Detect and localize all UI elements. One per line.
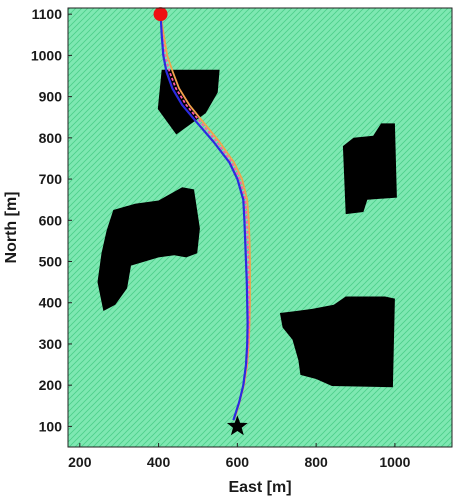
goal-marker (226, 415, 248, 436)
obstacle-4 (279, 296, 395, 388)
start-marker (153, 7, 168, 22)
x-tick-label: 800 (304, 454, 328, 470)
y-tick-label: 100 (39, 418, 63, 434)
markers-layer (153, 7, 248, 436)
y-tick-label: 600 (39, 212, 63, 228)
y-tick-label: 1000 (31, 47, 62, 63)
obstacle-1 (157, 69, 220, 135)
x-axis-ticks: 200 400 600 800 1000 (68, 443, 411, 470)
path-line-1 (159, 14, 249, 421)
x-tick-label: 1000 (379, 454, 410, 470)
x-tick-label: 200 (68, 454, 92, 470)
y-tick-label: 1100 (32, 6, 63, 22)
obstacles-layer (97, 69, 397, 388)
y-tick-label: 800 (39, 130, 63, 146)
y-tick-label: 200 (39, 377, 63, 393)
y-tick-label: 400 (39, 295, 63, 311)
y-axis-label: North [m] (3, 192, 20, 264)
x-axis-label: East [m] (228, 479, 291, 496)
y-axis-ticks: 100 200 300 400 500 600 700 800 900 1000 1100 (31, 6, 72, 434)
obstacle-3 (97, 187, 200, 311)
plot-frame (67, 7, 453, 448)
paths-layer (159, 14, 251, 421)
y-tick-label: 900 (39, 89, 63, 105)
y-tick-label: 700 (39, 171, 63, 187)
y-tick-label: 300 (39, 336, 63, 352)
obstacle-2 (342, 123, 397, 215)
x-tick-label: 600 (226, 454, 250, 470)
x-tick-label: 400 (147, 454, 171, 470)
y-tick-label: 500 (39, 254, 63, 270)
